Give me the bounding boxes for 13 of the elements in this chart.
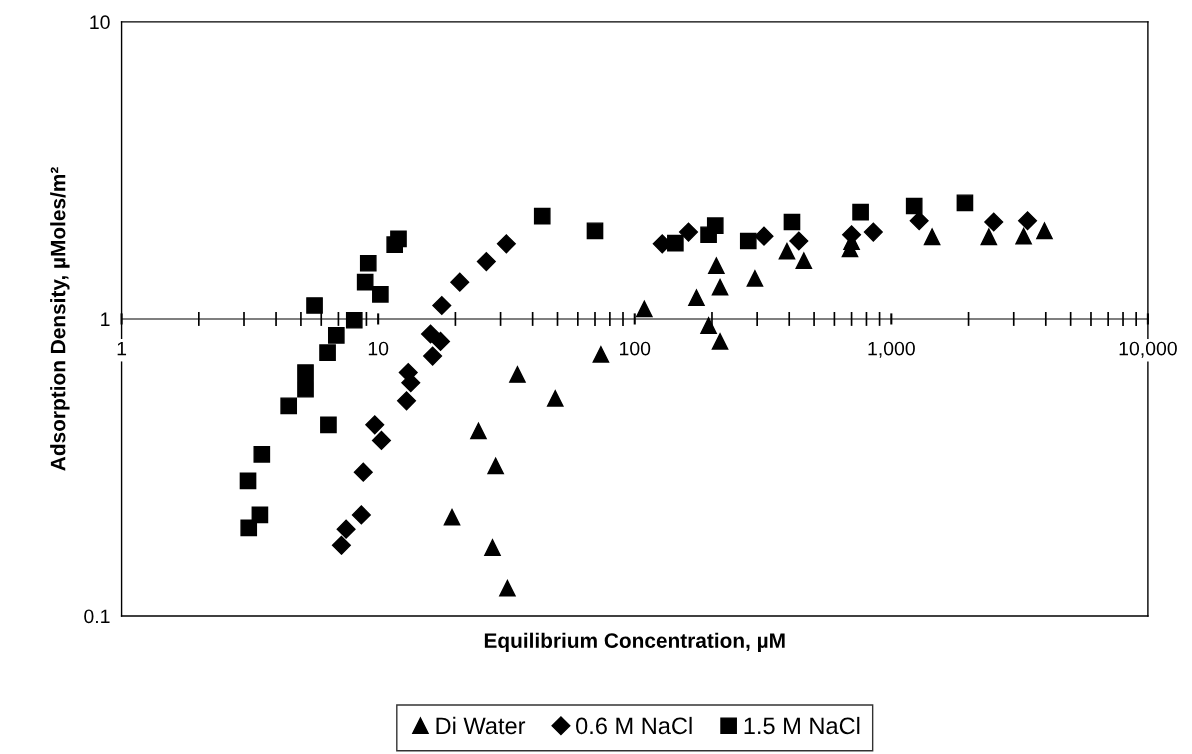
legend-label: Di Water bbox=[436, 716, 526, 735]
x-axis-title: Equilibrium Concentration, µM bbox=[484, 632, 785, 653]
x-tick-label: 10,000 bbox=[1119, 341, 1177, 358]
x-tick-label: 1,000 bbox=[868, 341, 915, 358]
x-tick-label: 100 bbox=[620, 341, 651, 356]
legend-label: 0.6 M NaCl bbox=[576, 716, 692, 735]
y-tick-label: 10 bbox=[90, 15, 110, 30]
legend-label: 1.5 M NaCl bbox=[744, 716, 860, 735]
y-axis-title: Adsorption Density, µMoles/m² bbox=[50, 167, 70, 471]
y-tick-label: 1 bbox=[101, 312, 110, 326]
x-tick-label: 10 bbox=[368, 341, 389, 356]
y-tick-label: 0.1 bbox=[84, 609, 110, 624]
x-tick-label: 1 bbox=[117, 341, 127, 356]
